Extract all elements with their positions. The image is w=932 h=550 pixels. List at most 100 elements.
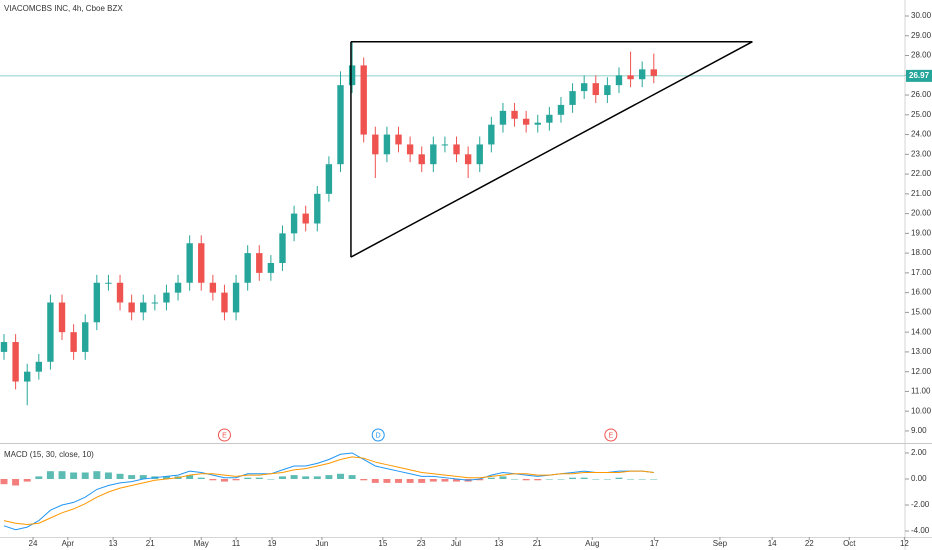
candle-body: [314, 193, 321, 224]
candle-body: [557, 104, 565, 115]
candle-body: [174, 282, 182, 293]
last-price-label: 26.97: [909, 71, 930, 80]
candle-body: [140, 302, 147, 313]
macd-histogram-bar: [360, 478, 368, 481]
macd-histogram-bar: [70, 472, 78, 479]
macd-histogram-bar: [279, 476, 286, 479]
y-tick-label: 26.00: [911, 90, 932, 99]
y-tick-label: 21.00: [911, 189, 932, 198]
candle-body: [12, 342, 19, 382]
candle-body: [209, 282, 217, 293]
macd-histogram-bar: [35, 476, 43, 479]
macd-histogram-bar: [511, 478, 519, 480]
macd-histogram-bar: [81, 472, 89, 479]
candle-body: [163, 292, 170, 303]
macd-histogram-bar: [267, 478, 275, 480]
candle-body: [82, 322, 89, 352]
macd-histogram-bar: [429, 478, 437, 482]
x-tick-label: Jun: [315, 539, 328, 548]
candle-body: [0, 342, 8, 352]
macd-histogram-bar: [603, 478, 611, 480]
y-tick-label: 14.00: [911, 327, 932, 336]
x-tick-label: 17: [650, 539, 659, 548]
candle-body: [453, 144, 460, 155]
macd-histogram-bar: [569, 477, 577, 479]
macd-histogram-bar: [499, 476, 507, 479]
event-marker: [217, 428, 231, 442]
macd-histogram-bar: [12, 478, 20, 486]
macd-histogram-bar: [418, 478, 426, 483]
y-tick-label: 22.00: [911, 169, 932, 178]
macd-histogram-bar: [534, 478, 542, 481]
macd-histogram-bar: [592, 478, 600, 480]
macd-histogram-bar: [406, 478, 414, 483]
x-tick-label: 21: [533, 539, 542, 548]
x-tick-label: May: [194, 539, 209, 548]
macd-y-tick-label: -2.00: [911, 500, 930, 509]
candle-body: [638, 69, 646, 80]
macd-histogram-bar: [58, 471, 66, 479]
candle-body: [476, 144, 483, 165]
macd-histogram-bar: [441, 478, 449, 482]
candle-body: [267, 262, 275, 273]
candle-body: [24, 371, 31, 382]
candle-body: [441, 144, 449, 146]
candle-body: [650, 69, 657, 76]
macd-histogram-bar: [116, 473, 124, 479]
event-label: E: [222, 432, 227, 439]
x-tick-label: 21: [146, 539, 155, 548]
x-tick-label: Aug: [585, 539, 599, 548]
candle-body: [360, 65, 367, 135]
x-tick-label: 15: [378, 539, 387, 548]
macd-histogram-bar: [93, 471, 101, 479]
candle-body: [615, 75, 623, 86]
macd-histogram-bar: [325, 475, 333, 479]
y-tick-label: 9.00: [911, 426, 927, 435]
candle-body: [337, 85, 344, 165]
x-tick-label: Sep: [713, 539, 728, 548]
x-tick-label: 23: [417, 539, 426, 548]
candle-body: [488, 124, 495, 145]
candle-body: [256, 253, 263, 273]
candle-body: [406, 144, 414, 155]
x-tick-label: 11: [232, 539, 241, 548]
x-tick-label: 24: [29, 539, 38, 548]
macd-histogram-bar: [638, 478, 646, 480]
y-tick-label: 23.00: [911, 149, 932, 158]
x-tick-label: 19: [268, 539, 277, 548]
macd-histogram-bar: [46, 471, 54, 479]
candle-body: [627, 75, 634, 80]
x-tick-label: 13: [109, 539, 118, 548]
y-tick-label: 24.00: [911, 130, 932, 139]
candle-body: [47, 302, 54, 362]
macd-histogram-bar: [0, 478, 8, 485]
candle-body: [372, 134, 379, 155]
last-price-box: [906, 69, 932, 82]
macd-histogram-bar: [615, 477, 623, 479]
candle-body: [116, 282, 124, 303]
macd-histogram-bar: [383, 478, 391, 483]
event-label: E: [609, 432, 614, 439]
macd-histogram-bar: [23, 478, 31, 482]
candle-body: [395, 134, 402, 145]
candle-body: [383, 134, 391, 155]
candle-body: [511, 110, 518, 119]
x-tick-label: Jul: [451, 539, 461, 548]
candle-body: [418, 154, 425, 165]
candle-body: [348, 65, 356, 86]
x-tick-label: 22: [805, 539, 814, 548]
x-tick-label: Oct: [843, 539, 856, 548]
candle-body: [93, 282, 101, 323]
macd-histogram-bar: [162, 476, 170, 479]
macd-histogram-bar: [220, 478, 228, 482]
candle-body: [232, 282, 240, 313]
macd-histogram-bar: [128, 475, 136, 479]
y-tick-label: 25.00: [911, 110, 932, 119]
candle-body: [592, 83, 599, 96]
y-tick-label: 11.00: [911, 387, 931, 396]
macd-title: MACD (15, 30, close, 10): [4, 450, 94, 459]
candle-body: [105, 282, 112, 284]
macd-histogram-bar: [209, 478, 217, 481]
candle-body: [186, 243, 193, 283]
